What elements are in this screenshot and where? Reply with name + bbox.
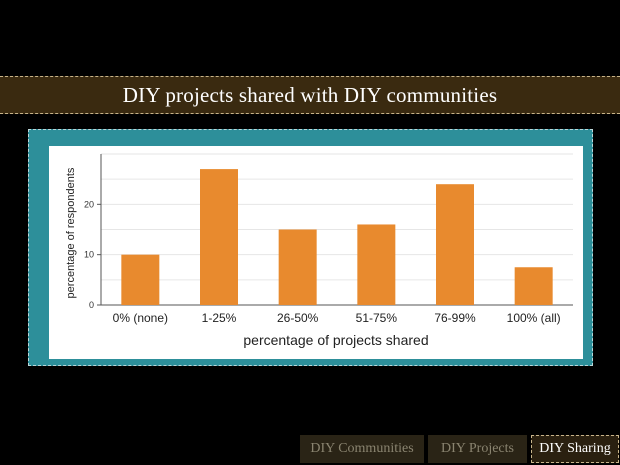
nav-tab-diy-communities[interactable]: DIY Communities: [300, 435, 424, 463]
nav-tab-label: DIY Sharing: [539, 441, 611, 456]
bar: [278, 229, 317, 305]
x-tick-label: 76-99%: [434, 311, 476, 325]
bar: [200, 169, 238, 305]
bar: [514, 267, 553, 305]
nav-tab-label: DIY Projects: [441, 441, 514, 456]
x-axis-title: percentage of projects shared: [243, 332, 428, 348]
bar: [121, 254, 160, 305]
nav-tab-diy-projects[interactable]: DIY Projects: [428, 435, 527, 463]
bar: [436, 184, 474, 305]
chart-panel: 0 10 20 0% (none) 1-25% 26-50% 51-75% 76-99% 10…: [49, 146, 583, 359]
y-tick-label: 20: [84, 199, 94, 209]
grid-layer: [101, 153, 573, 281]
label-layer: 0% (none) 1-25% 26-50% 51-75% 76-99% 100% (al…: [113, 311, 561, 325]
y-tick-label: 10: [84, 250, 94, 260]
slide-title: DIY projects shared with DIY communities: [122, 82, 498, 107]
bar-layer: [121, 169, 553, 305]
slide-title-bar: DIY projects shared with DIY communities: [0, 76, 620, 114]
nav-tab-label: DIY Communities: [310, 441, 414, 456]
y-axis-title: percentage of respondents: [65, 167, 77, 298]
x-tick-label: 51-75%: [356, 311, 398, 325]
x-tick-label: 100% (all): [507, 311, 561, 325]
bar-chart: 0 10 20 0% (none) 1-25% 26-50% 51-75% 76-99% 10…: [65, 153, 573, 348]
bar: [357, 224, 396, 305]
y-tick-label: 0: [89, 300, 94, 310]
x-tick-label: 26-50%: [277, 311, 319, 325]
x-tick-label: 1-25%: [202, 311, 237, 325]
axis-layer: 0 10 20: [84, 154, 573, 310]
x-tick-label: 0% (none): [113, 311, 168, 325]
nav-tab-diy-sharing[interactable]: DIY Sharing: [531, 435, 619, 463]
